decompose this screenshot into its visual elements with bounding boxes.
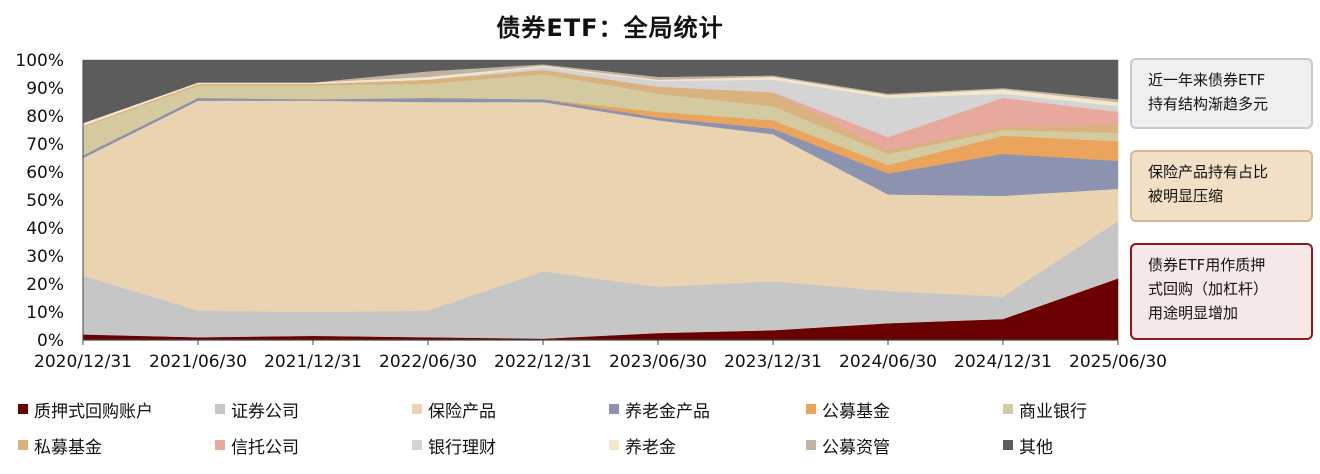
legend-item-5: 公募基金 [806, 398, 1003, 422]
legend-item-3: 保险产品 [412, 398, 609, 422]
callout-3-line-2: 式回购（加杠杆） [1148, 280, 1269, 298]
callout-1-line-2: 持有结构渐趋多元 [1148, 95, 1269, 113]
legend-item-12: 其他 [1003, 434, 1200, 458]
callout-insurance-compressed: 保险产品持有占比 被明显压缩 [1130, 150, 1313, 222]
x-tick-label: 2024/12/31 [954, 352, 1052, 372]
legend-label: 信托公司 [231, 437, 299, 458]
x-tick-label: 2022/12/31 [494, 352, 592, 372]
legend-swatch [609, 440, 619, 450]
legend-swatch [806, 404, 816, 414]
callout-repo-leverage: 债券ETF用作质押 式回购（加杠杆） 用途明显增加 [1130, 243, 1313, 340]
y-tick-label: 10% [26, 303, 64, 323]
legend-swatch [609, 404, 619, 414]
chart-title: 债券ETF：全局统计 [496, 14, 724, 42]
legend-label: 公募资管 [822, 437, 890, 458]
x-tick-label: 2023/06/30 [609, 352, 707, 372]
callout-diversification: 近一年来债券ETF 持有结构渐趋多元 [1130, 58, 1313, 129]
x-tick-label: 2024/06/30 [839, 352, 937, 372]
y-tick-label: 80% [26, 107, 64, 127]
legend-item-9: 银行理财 [412, 434, 609, 458]
y-tick-label: 70% [26, 135, 64, 155]
legend-item-6: 商业银行 [1003, 398, 1200, 422]
legend-item-8: 信托公司 [215, 434, 412, 458]
callout-3-line-3: 用途明显增加 [1148, 304, 1239, 322]
x-tick-label: 2025/06/30 [1069, 352, 1167, 372]
legend-label: 银行理财 [428, 437, 496, 458]
legend-swatch [215, 404, 225, 414]
x-tick-label: 2020/12/31 [34, 352, 132, 372]
legend-swatch [18, 404, 28, 414]
legend-label: 私募基金 [34, 437, 102, 458]
callout-2-line-1: 保险产品持有占比 [1148, 163, 1269, 181]
legend-swatch [1003, 404, 1013, 414]
y-tick-label: 60% [26, 163, 64, 183]
callout-3-line-1: 债券ETF用作质押 [1148, 256, 1266, 274]
area-layer [82, 59, 1119, 341]
legend-swatch [18, 440, 28, 450]
legend-label: 证券公司 [231, 401, 299, 422]
axes-layer: 0% 10% 20% 30% 40% 50% 60% 70% 80% 90% 100% 2020/12… [15, 51, 1167, 372]
legend-item-4: 养老金产品 [609, 398, 806, 422]
callout-2-line-2: 被明显压缩 [1148, 187, 1224, 205]
legend-item-7: 私募基金 [18, 434, 215, 458]
area-series-12 [82, 59, 1119, 124]
legend-swatch [806, 440, 816, 450]
x-tick-label: 2021/12/31 [264, 352, 362, 372]
legend-label: 保险产品 [428, 401, 496, 422]
legend-label: 其他 [1019, 437, 1053, 458]
legend-label: 商业银行 [1019, 401, 1087, 422]
legend-item-1: 质押式回购账户 [18, 398, 215, 422]
y-tick-label: 40% [26, 219, 64, 239]
x-tick-label: 2021/06/30 [149, 352, 247, 372]
callout-1-line-1: 近一年来债券ETF [1148, 71, 1266, 89]
legend-label: 质押式回购账户 [34, 401, 153, 422]
legend-swatch [215, 440, 225, 450]
legend-swatch [1003, 440, 1013, 450]
legend-label: 养老金产品 [625, 401, 710, 422]
legend-item-10: 养老金 [609, 434, 806, 458]
legend-item-11: 公募资管 [806, 434, 1003, 458]
y-tick-label: 100% [15, 51, 64, 71]
y-tick-label: 30% [26, 247, 64, 267]
y-tick-label: 0% [37, 331, 64, 351]
y-tick-label: 50% [26, 191, 64, 211]
legend-label: 公募基金 [822, 401, 890, 422]
legend-swatch [412, 404, 422, 414]
y-tick-label: 20% [26, 275, 64, 295]
x-tick-label: 2023/12/31 [724, 352, 822, 372]
legend-swatch [412, 440, 422, 450]
y-tick-label: 90% [26, 79, 64, 99]
chart-legend: 质押式回购账户 证券公司 保险产品 养老金产品 公募基金 商业银行私募基金 信托公司 银行理财… [18, 398, 1218, 458]
legend-label: 养老金 [625, 437, 676, 458]
legend-item-2: 证券公司 [215, 398, 412, 422]
x-tick-label: 2022/06/30 [379, 352, 477, 372]
